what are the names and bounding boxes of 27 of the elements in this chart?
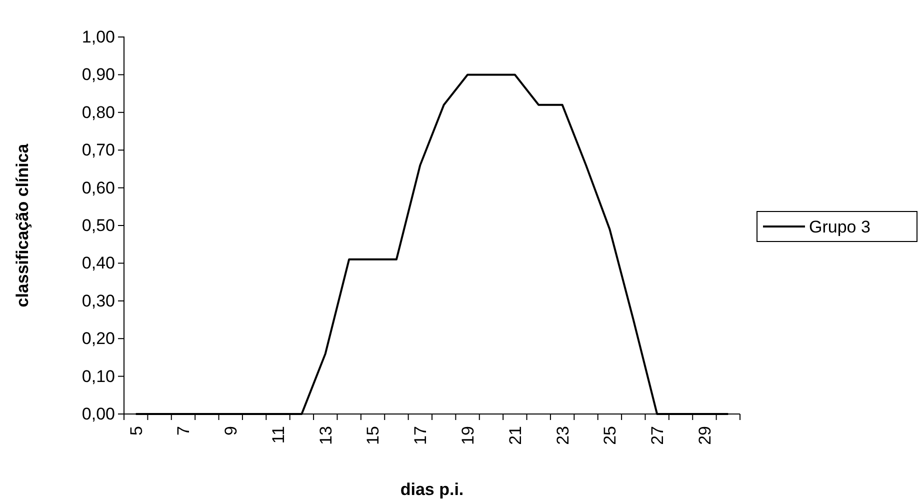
x-tick-label: 19 — [458, 426, 478, 445]
y-tick-label: 0,70 — [82, 140, 115, 160]
y-tick-label: 0,20 — [82, 329, 115, 348]
x-tick-label: 9 — [222, 426, 241, 436]
y-tick-label: 0,00 — [82, 404, 115, 424]
y-axis-title: classificação clínica — [13, 143, 32, 308]
x-axis-title: dias p.i. — [400, 480, 464, 499]
y-tick-label: 0,80 — [82, 102, 115, 122]
y-tick-label: 0,90 — [82, 65, 115, 84]
x-tick-label: 17 — [411, 426, 430, 445]
x-tick-label: 27 — [648, 426, 668, 445]
x-tick-label: 5 — [126, 426, 146, 436]
x-tick-label: 23 — [553, 426, 572, 445]
x-tick-label: 25 — [600, 426, 620, 445]
x-tick-label: 29 — [695, 426, 714, 445]
x-tick-label: 7 — [174, 426, 194, 436]
x-tick-label: 21 — [506, 426, 525, 445]
legend-label: Grupo 3 — [809, 217, 870, 236]
y-tick-label: 0,10 — [82, 366, 115, 386]
y-tick-label: 0,40 — [82, 254, 115, 273]
x-tick-label: 13 — [316, 426, 336, 445]
y-tick-label: 0,50 — [82, 216, 115, 235]
x-tick-label: 15 — [364, 426, 383, 445]
y-tick-label: 0,60 — [82, 178, 115, 198]
x-tick-label: 11 — [268, 426, 288, 444]
y-tick-label: 1,00 — [82, 27, 115, 46]
y-tick-label: 0,30 — [82, 291, 115, 310]
